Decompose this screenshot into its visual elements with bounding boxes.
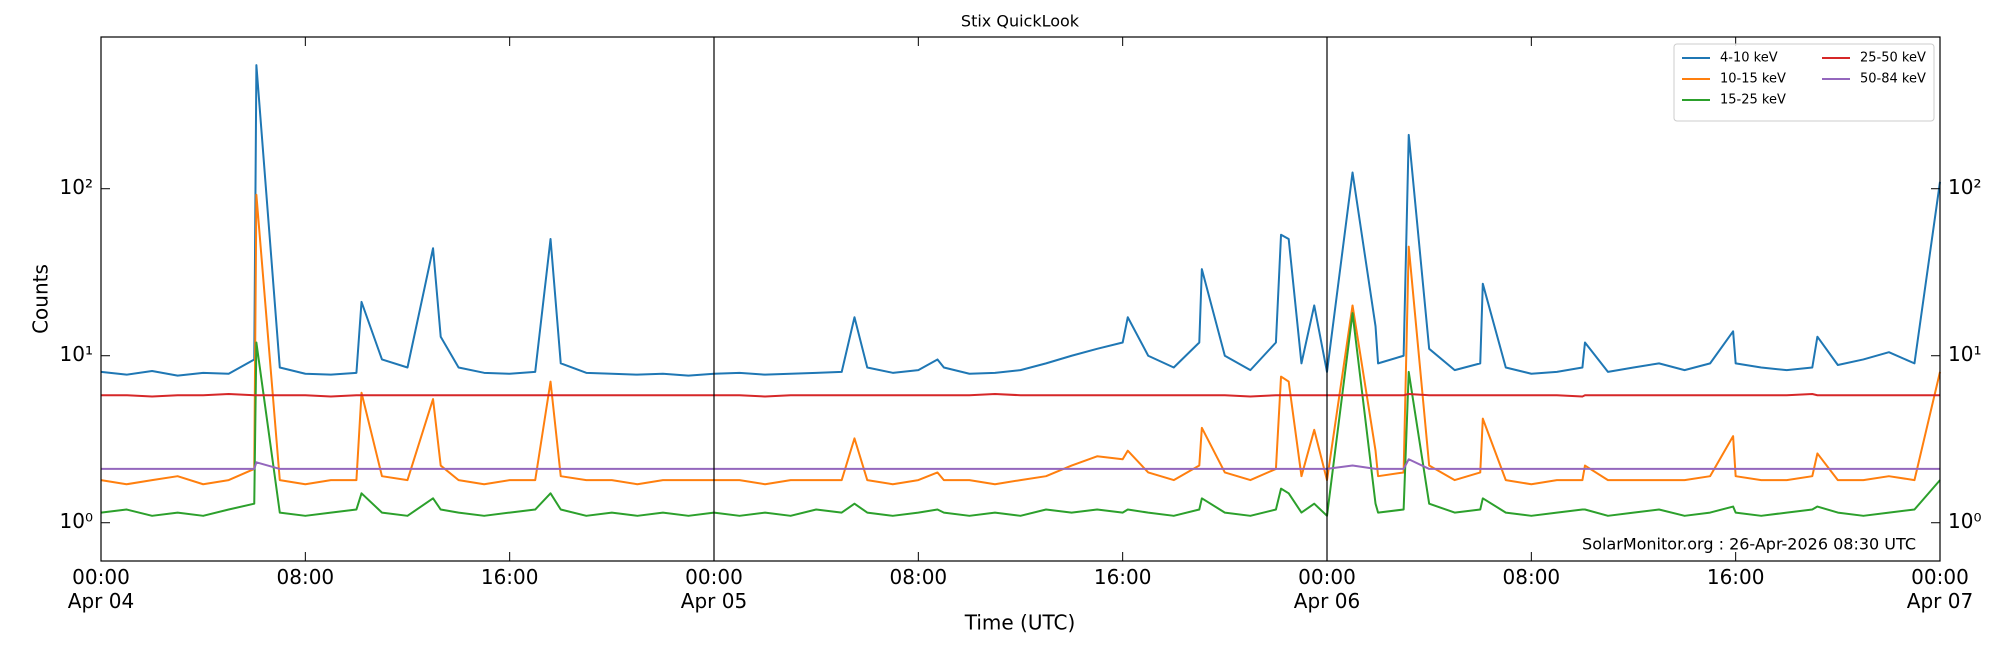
y-tick-label: 10² — [60, 175, 93, 199]
legend-label: 4-10 keV — [1720, 51, 1778, 66]
series-line — [100, 193, 1941, 486]
y-tick-label-right: 10⁰ — [1948, 509, 1981, 533]
y-tick-label: 10¹ — [60, 342, 93, 366]
legend-label: 25-50 keV — [1860, 51, 1926, 66]
x-tick-label: 00:00 Apr 04 — [68, 565, 134, 613]
x-tick-label: 08:00 — [890, 565, 948, 589]
legend-label: 50-84 keV — [1860, 72, 1926, 87]
y-tick-label: 10⁰ — [60, 509, 93, 533]
chart-title: Stix QuickLook — [961, 12, 1080, 31]
series-line — [100, 64, 1941, 377]
x-tick-label: 00:00 Apr 07 — [1907, 565, 1973, 613]
x-tick-label: 08:00 — [1503, 565, 1561, 589]
y-tick-label-right: 10² — [1948, 175, 1981, 199]
x-axis-label: Time (UTC) — [964, 611, 1076, 635]
legend-label: 10-15 keV — [1720, 72, 1786, 87]
series-line — [101, 458, 1940, 470]
x-tick-label: 16:00 — [1707, 565, 1765, 589]
x-tick-label: 00:00 Apr 06 — [1294, 565, 1360, 613]
x-tick-label: 00:00 Apr 05 — [681, 565, 747, 613]
series-line — [101, 393, 1940, 398]
x-tick-label: 16:00 — [1094, 565, 1152, 589]
legend-box — [1673, 43, 1935, 122]
annotation: SolarMonitor.org : 26-Apr-2026 08:30 UTC — [1582, 535, 1916, 554]
y-tick-label-right: 10¹ — [1948, 342, 1981, 366]
legend-label: 15-25 keV — [1720, 93, 1786, 108]
x-tick-label: 16:00 — [481, 565, 539, 589]
series-line — [100, 312, 1941, 517]
plot-frame — [100, 36, 1941, 562]
y-axis-label: Counts — [29, 264, 53, 334]
x-tick-label: 08:00 — [277, 565, 335, 589]
